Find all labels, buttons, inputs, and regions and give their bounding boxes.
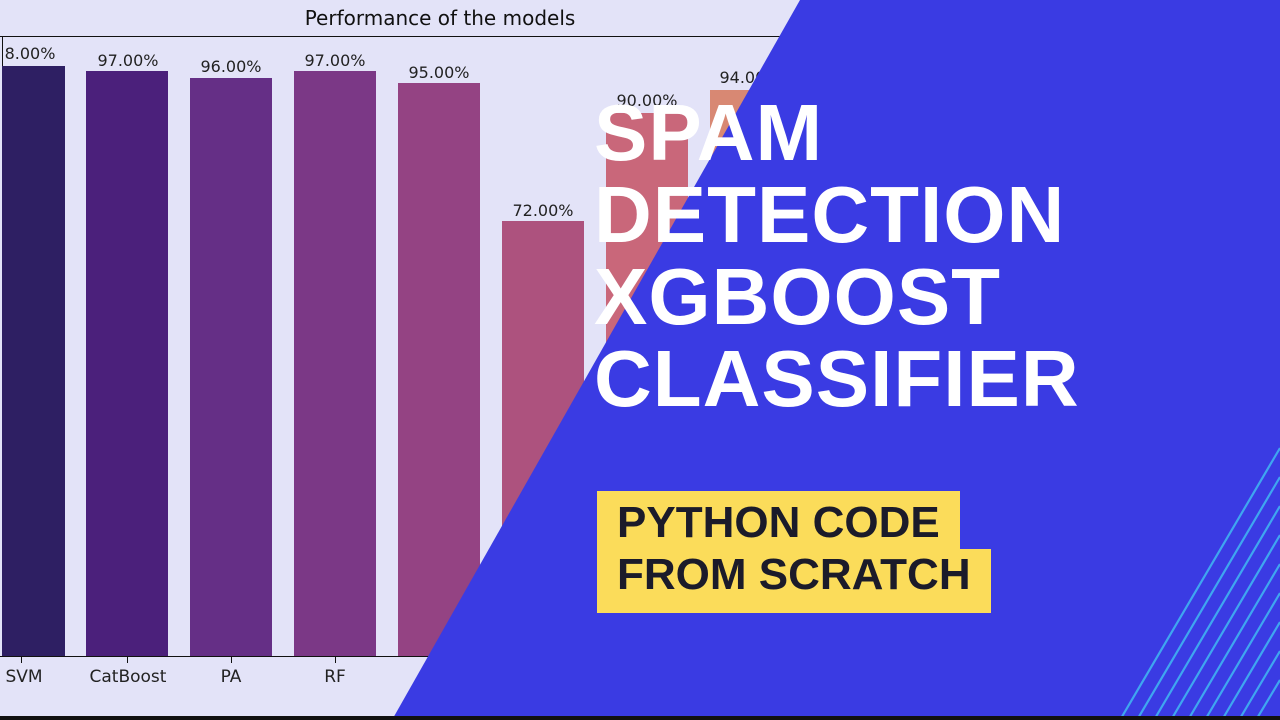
bar-rf [294,71,376,656]
bar-7 [606,113,688,656]
x-tick-label: PA [220,667,242,687]
axes-frame-top [0,36,880,37]
x-tick [335,657,336,663]
bar-value-label: 97.00% [97,51,159,70]
bar-value-label: 90.00% [616,91,678,110]
bar-value-label: 96.00% [200,57,262,76]
bar-value-label: 72.00% [512,201,574,220]
x-tick-label: CatBoost [89,667,167,687]
x-tick [127,657,128,663]
bar-6 [502,221,584,656]
bar-svm [2,66,65,656]
bar-value-label: 97.00% [304,51,366,70]
chart-title: Performance of the models [304,6,576,30]
x-axis [0,656,880,657]
x-tick [21,657,22,663]
x-tick [231,657,232,663]
x-tick-label: RF [324,667,346,687]
bar-catboost [86,71,168,656]
bar-value-label: 95.00% [408,63,470,82]
bar-pa [190,78,272,656]
bar-value-label: 8.00% [4,44,56,63]
x-tick-label: SVM [5,667,43,687]
bar-value-label: 94.00% [719,68,781,87]
bar-5 [398,83,480,656]
bar-8 [710,90,792,656]
